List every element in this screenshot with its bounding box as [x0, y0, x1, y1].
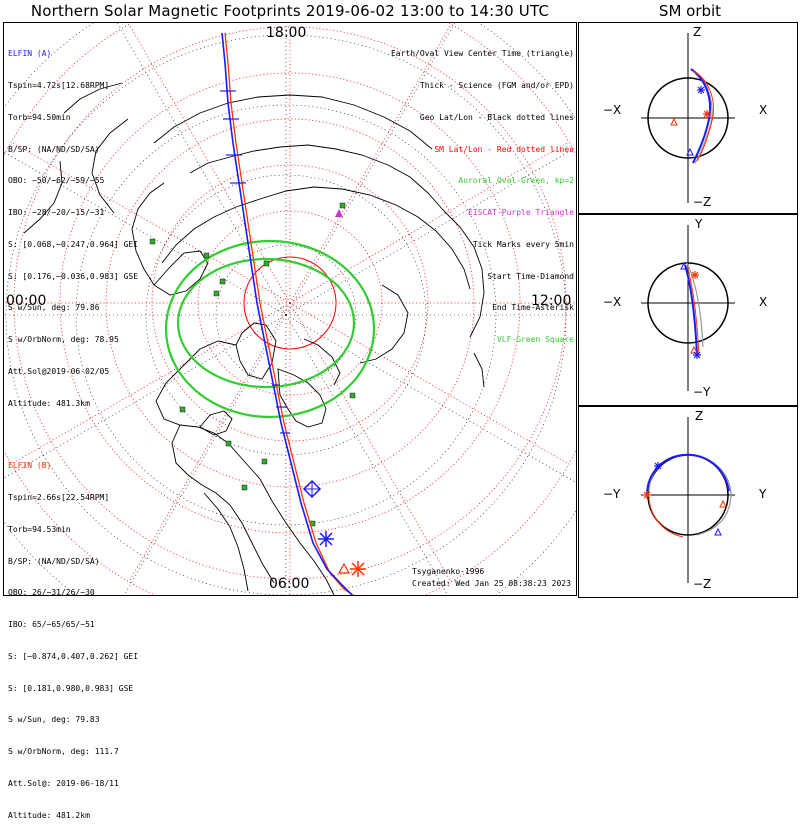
axis-label-bottom: −Z [693, 577, 712, 591]
elfin-b-header: ELFIN (B) [8, 461, 52, 471]
axis-label-right: Y [759, 487, 767, 501]
axis-label-top: Z [693, 25, 702, 39]
elfin-b-line: IBO: 65/−65/65/−51 [8, 620, 95, 630]
elfin-a-line: Altitude: 481.3km [8, 398, 90, 408]
elfin-a-track [221, 32, 353, 595]
eiscat-triangle [335, 209, 343, 217]
axis-label-left: −X [603, 103, 622, 117]
elfin-a-line: S w/Sun, deg: 79.86 [8, 303, 100, 313]
sm-longitude-grid [4, 23, 576, 595]
polar-cap-circle [243, 256, 337, 350]
orbit-plot-yz [641, 417, 735, 583]
legend-entry: Start Time-Diamond [487, 271, 574, 281]
axis-label-left: −Y [603, 487, 621, 501]
model-credit: Tsyganenko-1996 [412, 567, 485, 576]
legend-entry: Thick - Science (FGM and/or EPD) [419, 80, 574, 90]
legend-entry: VLF-Green Square [496, 335, 574, 345]
axis-label-left: −X [603, 295, 622, 309]
elfin-b-line: OBO: 26/−31/26/−30 [8, 588, 95, 598]
track-tick-marks [220, 90, 290, 434]
legend-entry: Geo Lat/Lon - Black dotted lines [419, 112, 574, 122]
mlt-label-bottom: 06:00 [269, 576, 310, 592]
geo-longitude-grid [4, 23, 576, 595]
mlt-label-top: 18:00 [266, 25, 307, 41]
elfin-b-line: S w/OrbNorm, deg: 111.7 [8, 747, 119, 757]
orbit-panel-xy: Y −Y −X X [578, 214, 798, 406]
map-title: Northern Solar Magnetic Footprints 2019-… [30, 2, 550, 20]
elfin-a-line: IBO: −28/−20/−15/−31 [8, 208, 105, 218]
elfin-a-line: S w/OrbNorm, deg: 78.95 [8, 335, 119, 345]
mlt-label-right: 12:00 [531, 293, 572, 309]
axis-label-bottom: −Y [693, 385, 711, 399]
elfin-b-track [224, 32, 355, 595]
mlt-label-left: 00:00 [6, 293, 47, 309]
created-timestamp: Created: Wed Jan 25 08:38:23 2023 [412, 579, 571, 588]
elfin-a-line: S: [0.176,−0.036,0.983] GSE [8, 271, 139, 281]
footprint-map: 18:00 00:00 12:00 06:00 [3, 22, 577, 596]
elfin-b-line: S: [0.181,0.980,0.983] GSE [8, 683, 134, 693]
polar-projection [4, 23, 576, 595]
elfin-b-line: Att.Sol@: 2019-06-18/11 [8, 779, 119, 788]
view-center-triangle [337, 562, 351, 574]
elfin-b-line: Torb=94.53min [8, 524, 71, 534]
elfin-a-header: ELFIN (A) [8, 49, 52, 59]
elfin-a-line: S: [0.068,−0.247,0.964] GEI [8, 239, 139, 249]
legend-entry: Earth/Oval View Center Time (triangle) [390, 49, 574, 59]
orbit-title: SM orbit [658, 2, 722, 20]
orbit-panel-xz: Z −Z −X X [578, 22, 798, 214]
orbit-plot-xz [641, 33, 735, 203]
elfin-b-line: Tspin=2.66s[22.54RPM] [8, 492, 110, 502]
elfin-b-info: ELFIN (B) Tspin=2.66s[22.54RPM] Torb=94.… [8, 440, 138, 832]
map-legend: Earth/Oval View Center Time (triangle) T… [391, 28, 574, 356]
auroral-oval [164, 239, 376, 419]
axis-label-top: Y [695, 217, 703, 231]
start-time-diamond [302, 479, 322, 499]
end-time-asterisk-a [318, 531, 334, 547]
legend-entry: EISCAT-Purple Triangle [468, 208, 574, 218]
elfin-a-line: OBO: −50/−62/−59/−55 [8, 176, 105, 186]
elfin-b-line: S w/Sun, deg: 79.83 [8, 715, 100, 725]
axis-label-right: X [759, 103, 768, 117]
elfin-a-info: ELFIN (A) Tspin=4.72s[12.68RPM] Torb=94.… [8, 28, 138, 420]
legend-entry: Auroral Oval-Green, kp=2 [458, 176, 574, 186]
axis-label-right: X [759, 295, 768, 309]
axis-label-top: Z [695, 409, 704, 423]
elfin-b-line: B/SP: (NA/ND/SD/SA) [8, 556, 100, 566]
axis-label-bottom: −Z [693, 195, 712, 209]
elfin-a-line: B/SP: (NA/ND/SD/SA) [8, 144, 100, 154]
elfin-b-line: S: [−0.874,0.407,0.262] GEI [8, 651, 139, 661]
vlf-station-markers [149, 202, 356, 527]
elfin-b-line: Altitude: 481.2km [8, 810, 90, 820]
legend-entry: Tick Marks every 5min [472, 239, 574, 249]
elfin-a-line: Torb=94.50min [8, 112, 71, 122]
end-time-asterisk-b [350, 561, 366, 577]
elfin-a-line: Tspin=4.72s[12.68RPM] [8, 80, 110, 90]
legend-entry: SM Lat/Lon - Red dotted lines [434, 144, 574, 154]
elfin-a-line: Att.Sol@2019-06-02/05 [8, 367, 110, 376]
orbit-plot-xy [641, 225, 735, 391]
orbit-panel-yz: Z −Z −Y Y [578, 406, 798, 598]
legend-entry: End Time-Asterisk [492, 303, 574, 313]
